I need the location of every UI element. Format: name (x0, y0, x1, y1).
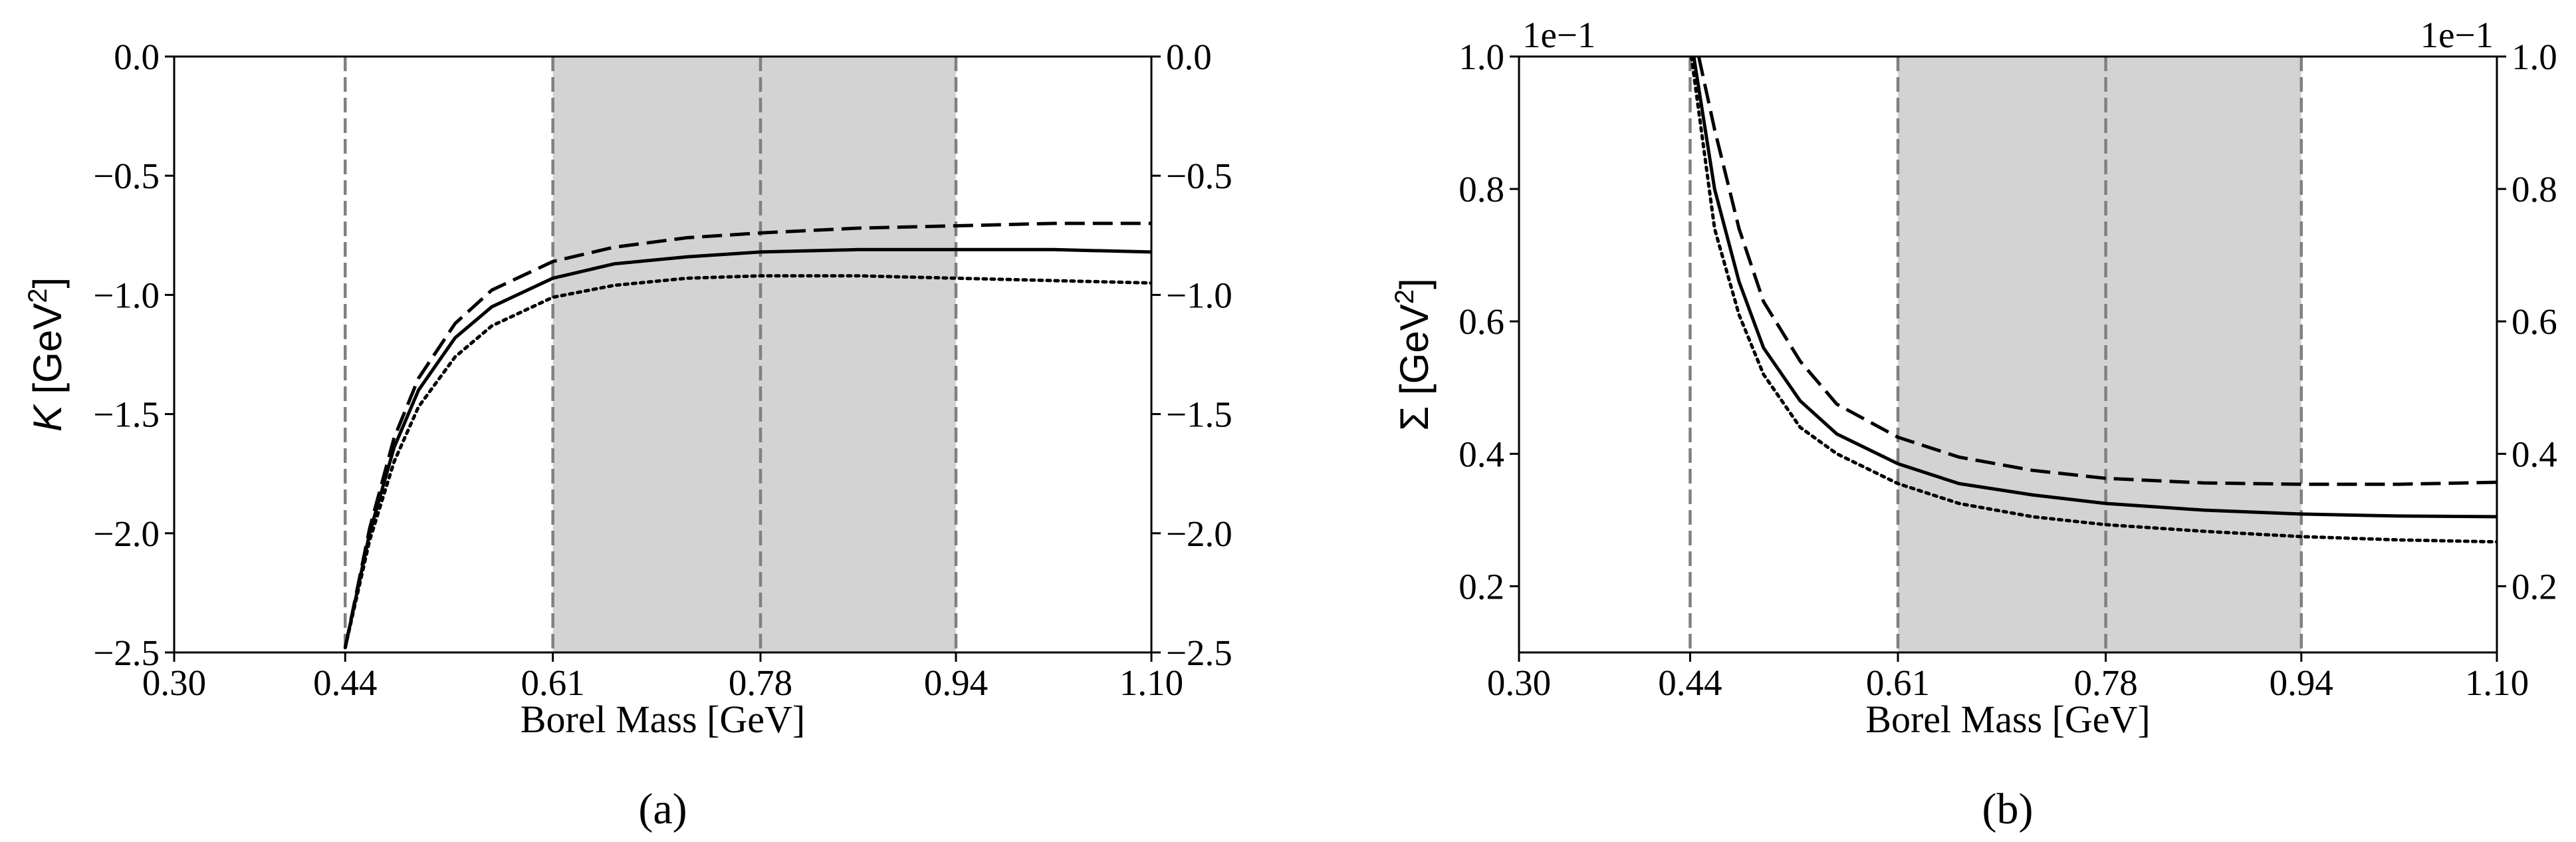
panel-label: (b) (1982, 785, 2034, 833)
y-axis-label: Σ [GeV2] (1390, 278, 1437, 430)
y-tick-label-right: 0.6 (2512, 301, 2557, 342)
y-tick-label-left: −2.5 (93, 632, 160, 673)
offset-text-left: 1e−1 (1522, 15, 1595, 55)
y-axis-label: K [GeV2] (23, 277, 70, 432)
y-tick-label-left: 0.2 (1459, 566, 1504, 607)
y-tick-label-right: −1.0 (1166, 275, 1232, 315)
y-tick-label-left: −1.0 (93, 275, 160, 315)
y-axis-unit-close: ] (25, 277, 70, 289)
offset-text-right: 1e−1 (2420, 15, 2494, 55)
y-tick-label-left: 0.6 (1459, 301, 1504, 342)
panel-label: (a) (638, 785, 687, 833)
y-tick-label-left: 0.0 (114, 37, 160, 77)
y-axis-unit: [GeV (25, 303, 70, 405)
shaded-region (1898, 57, 2301, 652)
series-line-dashed (1697, 57, 2497, 486)
x-tick-label: 0.78 (729, 662, 792, 703)
y-tick-label-left: 1.0 (1459, 37, 1504, 77)
y-axis-unit-exponent: 2 (1390, 289, 1419, 304)
y-axis-unit: [GeV (1392, 304, 1437, 406)
x-tick-label: 0.94 (2270, 662, 2333, 703)
x-tick-label: 0.78 (2073, 662, 2137, 703)
y-tick-label-right: 0.4 (2512, 434, 2557, 474)
x-tick-label: 0.61 (521, 662, 585, 703)
y-axis-unit-close: ] (1392, 278, 1437, 289)
y-tick-label-right: 1.0 (2512, 37, 2557, 77)
y-tick-label-left: −0.5 (93, 156, 160, 196)
y-tick-label-right: −2.0 (1166, 513, 1232, 554)
y-tick-label-right: 0.2 (2512, 566, 2557, 607)
x-tick-label: 0.94 (924, 662, 988, 703)
y-tick-label-left: −1.5 (93, 394, 160, 435)
chart-panel-a: 0.30 0.44 0.61 0.78 0.94 1.10−2.5 −2.5−2.0 −2.0… (23, 37, 1232, 833)
y-tick-label-right: −1.5 (1166, 394, 1232, 435)
y-tick-label-left: 0.8 (1459, 169, 1504, 210)
shaded-region (552, 57, 956, 652)
x-tick-label: 0.61 (1866, 662, 1930, 703)
x-axis-label: Borel Mass [GeV] (1865, 698, 2150, 741)
chart-panel-b: 0.30 0.44 0.61 0.78 0.94 1.10 0.2 0.2 0.4 0.4 0.6 0… (1390, 15, 2557, 833)
series-line-solid (343, 247, 1151, 648)
x-axis-label: Borel Mass [GeV] (521, 698, 805, 741)
y-axis-symbol: K (25, 403, 70, 432)
x-tick-label: 0.44 (313, 662, 377, 703)
x-tick-label: 0.30 (1487, 662, 1551, 703)
plot-frame (1518, 55, 2498, 654)
y-axis-symbol: Σ (1392, 406, 1437, 431)
y-tick-label-right: −2.5 (1166, 632, 1232, 673)
plot-frame (173, 55, 1153, 654)
x-tick-label: 1.10 (1119, 662, 1183, 703)
y-tick-label-left: −2.0 (93, 513, 160, 554)
y-axis-unit-exponent: 2 (23, 288, 53, 303)
x-tick-label: 0.30 (142, 662, 206, 703)
x-tick-label: 0.44 (1658, 662, 1722, 703)
y-tick-label-left: 0.4 (1459, 434, 1504, 474)
x-tick-label: 1.10 (2465, 662, 2529, 703)
series-line-dashed (343, 221, 1151, 648)
y-tick-label-right: 0.8 (2512, 169, 2557, 210)
series-line-solid (1692, 57, 2497, 519)
series-line-dotted (343, 274, 1151, 650)
series-line-dotted (1689, 57, 2497, 544)
y-tick-label-right: 0.0 (1166, 37, 1212, 77)
y-tick-label-right: −0.5 (1166, 156, 1232, 196)
